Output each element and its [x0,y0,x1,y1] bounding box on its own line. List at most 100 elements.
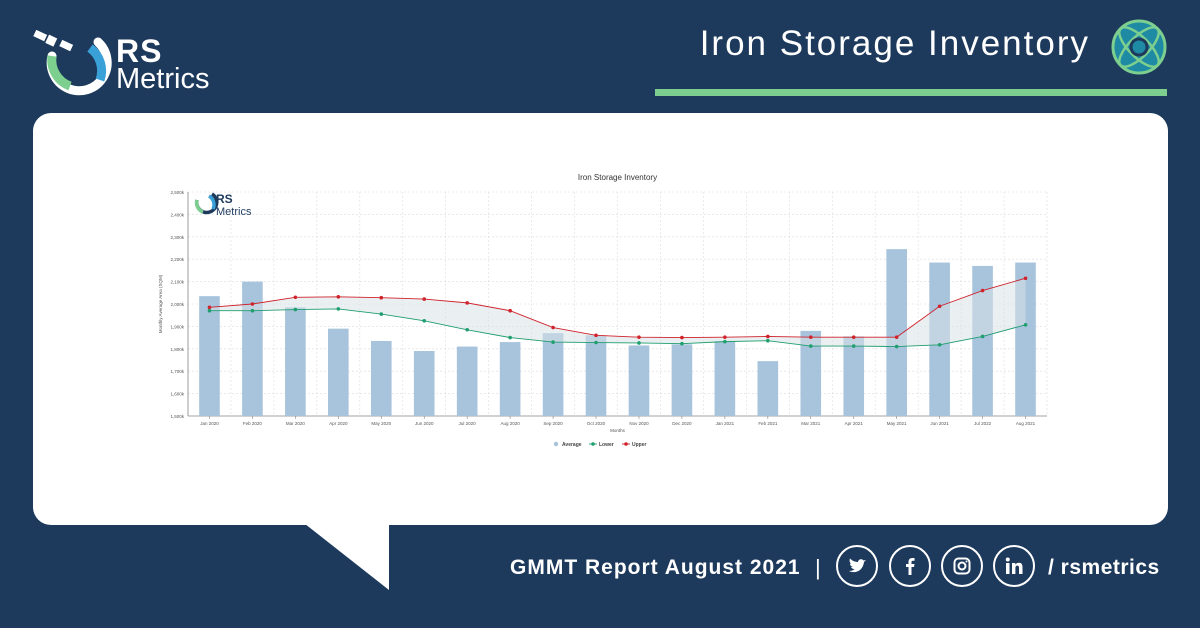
point-upper [723,335,727,339]
logo-rs-text: RS [116,33,163,69]
point-upper [422,297,427,301]
globe-icon [1111,19,1167,75]
bar-average [843,336,865,416]
bar-average [413,351,435,416]
point-lower [207,308,212,313]
y-tick-label: 2,100k [170,280,184,285]
point-lower [250,308,255,313]
point-lower [894,344,899,349]
instagram-icon[interactable] [941,545,983,587]
point-lower [508,335,512,340]
point-upper [336,295,341,299]
point-upper [980,288,985,293]
point-upper [250,302,255,306]
point-upper [508,308,512,313]
point-lower [808,344,813,348]
x-tick-label: May 2021 [887,421,907,426]
point-upper [637,335,641,339]
x-tick-label: Oct 2020 [587,421,606,426]
point-lower [1023,323,1028,327]
y-tick-label: 2,300k [170,235,184,240]
bar-average [757,361,779,416]
legend-swatch-upper [624,442,628,446]
y-tick-label: 1,900k [170,324,184,329]
point-upper [594,333,598,338]
rs-metrics-logo: RS Metrics [30,28,230,100]
x-tick-label: Sep 2020 [543,421,563,426]
x-tick-label: Feb 2020 [243,421,263,426]
confidence-band [209,278,1026,347]
twitter-icon[interactable] [836,545,878,587]
x-tick-label: Aug 2020 [500,421,520,426]
y-tick-label: 2,400k [170,212,184,217]
bar-average [499,342,521,416]
watermark-arc-icon [194,199,204,214]
point-lower [551,340,555,344]
bar-average [456,346,478,416]
point-upper [894,335,899,339]
x-tick-label: May 2020 [371,421,391,426]
point-lower [937,342,942,347]
bar-average [628,345,650,416]
point-upper [680,335,684,340]
report-label: GMMT Report August 2021 [510,556,801,579]
logo-metrics-text: Metrics [116,63,210,96]
point-lower [465,327,469,332]
bar-average [370,340,392,416]
point-lower [336,307,341,311]
point-lower [723,339,727,344]
chart-watermark-logo [194,192,219,215]
series-line-upper [209,277,1026,339]
chart-title: Iron Storage Inventory [578,173,657,182]
y-tick-label: 2,000k [170,302,184,307]
x-tick-label: Dec 2020 [672,421,692,426]
point-upper [766,334,770,339]
point-lower [422,319,427,323]
y-axis-label: Monthly Average Area (SQM) [158,274,163,333]
bar-average [199,296,220,416]
point-lower [766,338,770,343]
x-tick-label: Nov 2020 [629,421,649,426]
point-lower [594,340,598,345]
series-line-lower [209,308,1026,348]
bar-average [886,249,907,416]
bar-average [671,344,693,416]
legend-label-upper: Upper [632,442,647,448]
watermark-arc-icon [207,194,216,210]
social-handle: / rsmetrics [1048,556,1160,579]
y-tick-label: 2,200k [170,257,184,262]
point-upper [207,305,212,310]
page-title: Iron Storage Inventory [699,24,1090,63]
x-tick-label: Apr 2020 [329,421,348,426]
point-upper [293,295,298,300]
point-lower [293,307,298,312]
facebook-icon[interactable] [889,545,931,587]
linkedin-icon[interactable] [993,545,1035,587]
point-lower [637,341,641,345]
point-upper [851,335,856,339]
point-lower [680,341,684,346]
point-lower [379,312,384,316]
y-tick-label: 2,500k [170,190,184,195]
bar-average [542,333,564,416]
title-underline [655,89,1167,96]
y-tick-label: 1,700k [170,369,184,374]
x-tick-label: Jun 2021 [930,421,949,426]
legend-swatch-average [553,441,559,447]
point-upper [808,335,813,339]
point-upper [465,301,469,305]
x-axis-label: Months [610,428,626,433]
watermark-rs-text: RS [216,192,233,206]
point-upper [1023,276,1028,281]
y-tick-label: 1,500k [170,414,184,419]
point-upper [379,295,384,300]
footer-separator: | [815,555,821,580]
point-upper [551,325,555,330]
y-tick-label: 1,600k [170,392,184,397]
point-lower [980,334,985,339]
bar-average [328,328,349,416]
bar-average [285,307,306,416]
x-tick-label: Jul 2020 [459,421,477,426]
